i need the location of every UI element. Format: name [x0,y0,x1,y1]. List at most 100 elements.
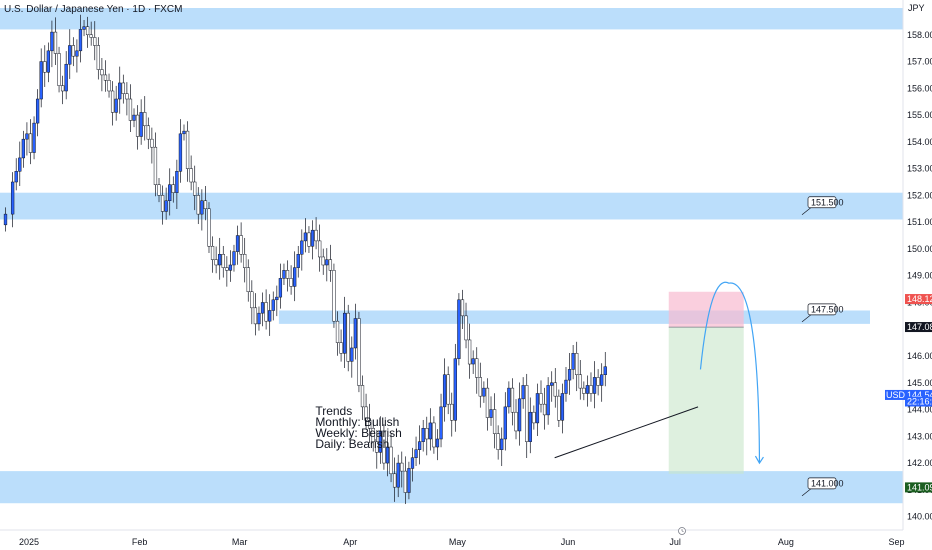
candle-body [575,353,579,375]
callout-label: 141.000 [811,478,844,488]
price-axis-panel[interactable] [903,0,932,550]
candle-body [171,184,175,193]
candle-body [289,278,293,287]
candle-body [528,411,532,442]
price-tag-label: 22:16:53 [907,397,932,407]
candle-body [25,133,29,140]
candle-body [585,385,590,394]
price-tag [905,396,932,407]
candle-body [467,339,472,365]
candle-body [318,240,322,258]
candle-body [296,254,300,268]
candle-body [85,26,90,36]
candle-body [442,374,447,408]
candle-body [282,270,286,279]
candle-body [135,114,140,137]
price-tick-label: 153.000 [907,164,932,174]
annotation-line: Monthly: Bullish [315,415,399,429]
candle-body [178,133,183,172]
time-tick-label: Jun [561,537,576,547]
price-tag [905,482,932,493]
zone-2 [278,310,870,324]
callout-label: 151.500 [811,197,844,207]
candle-body [114,98,118,113]
candle-body [375,441,379,453]
candle-body [218,254,222,266]
candles-series [3,14,607,505]
candle-body [396,462,400,488]
time-tick-label: May [449,537,467,547]
price-tag [905,294,932,305]
candle-body [132,114,136,121]
take-profit-area[interactable] [668,327,744,474]
short-position-tool[interactable] [668,291,744,474]
candle-body [189,168,193,183]
candle-body [14,171,18,183]
candle-body [168,184,172,201]
time-tick-label: Jul [669,537,681,547]
candle-body [275,296,279,301]
candle-body [210,245,215,260]
symbol-tag [885,389,905,400]
candle-body [350,347,354,362]
candle-body [182,130,186,135]
candle-body [425,428,429,440]
currency-label: JPY [908,3,925,13]
candle-body [357,318,361,386]
clock-icon[interactable] [678,527,686,535]
trendline-layer[interactable] [554,406,699,459]
candle-body [325,259,329,266]
chart-title: U.S. Dollar / Japanese Yen · 1D · FXCM [4,4,182,15]
candle-body [471,358,475,365]
candle-body [28,133,33,153]
candle-body [235,235,240,252]
annotation-line: Trends [315,404,352,418]
projection-arrow-layer [699,281,764,465]
candle-body [146,125,150,140]
price-tick-label: 140.000 [907,512,932,522]
ascending-trendline[interactable] [554,406,699,459]
candle-body [553,382,557,397]
candle-body [18,157,22,172]
candle-body [328,259,333,271]
candle-body [532,411,536,424]
candle-body [43,61,47,73]
candle-body [225,267,229,271]
candle-body [103,74,108,81]
candle-body [46,50,50,73]
candle-body [421,428,425,442]
candle-body [353,318,358,349]
candle-body [578,374,582,389]
price-tick-label: 144.000 [907,405,932,415]
candle-body [207,208,211,247]
candle-body [303,232,308,242]
candle-body [439,406,443,440]
price-tick-label: 150.000 [907,244,932,254]
price-tick-label: 152.000 [907,190,932,200]
candle-body [389,446,393,475]
time-tick-label: Sep [888,537,904,547]
candle-body [310,229,315,247]
candle-body [125,93,129,100]
callout-label: 147.500 [811,304,844,314]
candle-body [196,195,200,215]
candle-body [121,82,125,94]
price-tag-label: 144.545 [907,390,932,400]
candle-body [160,195,165,212]
candle-body [514,411,518,432]
candle-body [60,85,65,92]
candle-body [64,63,68,92]
candle-body [75,50,79,57]
candle-body [307,232,311,247]
candle-body [550,382,554,386]
candle-body [589,385,593,394]
candle-body [489,409,493,418]
stop-loss-area[interactable] [668,291,744,328]
candle-body [339,342,343,354]
price-tick-label: 142.000 [907,458,932,468]
candle-body [243,254,247,268]
candle-body [35,98,40,124]
